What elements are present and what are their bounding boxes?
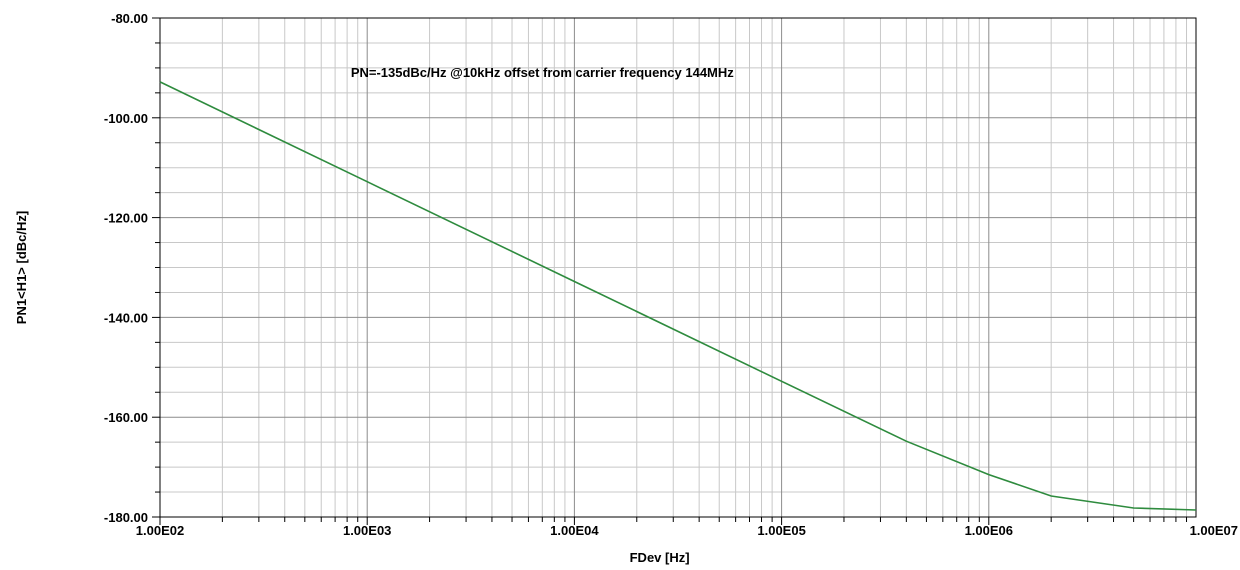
x-tick-label: 1.00E07	[1190, 523, 1238, 538]
y-tick-label: -140.00	[104, 310, 148, 325]
y-tick-label: -120.00	[104, 211, 148, 226]
x-tick-label: 1.00E06	[965, 523, 1013, 538]
series-line	[159, 81, 1197, 511]
x-tick-label: 1.00E04	[550, 523, 599, 538]
grid	[159, 17, 1197, 518]
chart-annotation: PN=-135dBc/Hz @10kHz offset from carrier…	[351, 65, 734, 80]
y-tick-label: -180.00	[104, 510, 148, 525]
axis-ticks: -80.00 -100.00 -120.00 -140.00 -160.00 -180.0…	[104, 11, 1238, 538]
y-tick-label: -80.00	[111, 11, 148, 26]
x-tick-label: 1.00E02	[136, 523, 184, 538]
x-tick-label: 1.00E03	[343, 523, 391, 538]
series-layer	[159, 81, 1197, 511]
y-axis-title: PN1<H1> [dBc/Hz]	[14, 211, 29, 324]
y-tick-label: -160.00	[104, 410, 148, 425]
y-tick-label: -100.00	[104, 111, 148, 126]
x-axis-title: FDev [Hz]	[630, 550, 690, 565]
x-tick-label: 1.00E05	[757, 523, 805, 538]
